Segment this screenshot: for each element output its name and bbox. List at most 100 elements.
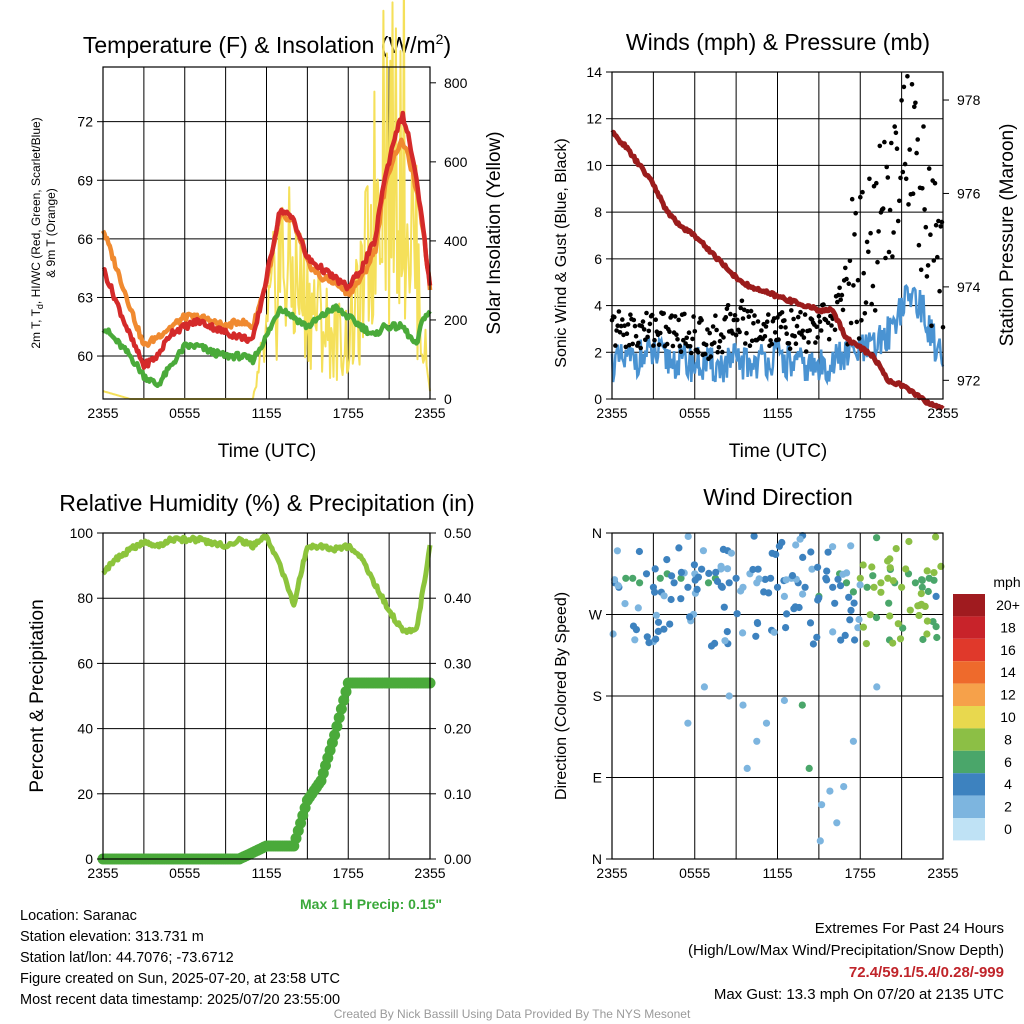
temp-ytick-label: 60 (77, 348, 93, 364)
direction-point (723, 565, 732, 573)
gust-point (664, 341, 670, 347)
gust-point (836, 292, 841, 298)
direction-point (873, 534, 881, 542)
direction-point (839, 570, 847, 578)
created-text: Figure created on Sun, 2025-07-20, at 23… (20, 971, 340, 987)
gust-point (678, 349, 684, 355)
temp-ytick-label: 69 (77, 172, 93, 188)
dir-xtick-label: 1155 (762, 865, 792, 881)
rh-series-precip (97, 677, 436, 865)
rh-xtick-label: 1755 (333, 865, 364, 881)
gust-point (938, 224, 943, 229)
gust-point (918, 267, 924, 273)
direction-point (905, 537, 913, 546)
direction-point (831, 599, 839, 607)
gust-point (784, 331, 789, 337)
direction-point (667, 595, 675, 604)
temp-ytick-label: 72 (77, 114, 93, 130)
wind-ytick-label: 8 (594, 204, 602, 220)
gust-point (639, 323, 645, 329)
gust-point (702, 351, 708, 357)
dir-ylabel: Direction (Colored By Speed) (553, 592, 570, 800)
direction-point (896, 635, 905, 643)
legend-label: 14 (1000, 664, 1016, 680)
gust-point (847, 258, 853, 264)
gust-point (776, 337, 781, 342)
gust-point (909, 82, 915, 87)
direction-point (632, 626, 641, 634)
direction-point (856, 574, 864, 582)
direction-point (849, 588, 858, 596)
gust-point (744, 330, 749, 336)
gust-point (764, 319, 770, 325)
gust-point (884, 164, 889, 170)
gust-point (730, 331, 735, 336)
direction-point (677, 574, 685, 582)
temp-xtick-label: 1755 (333, 405, 364, 421)
gust-point (863, 300, 869, 305)
direction-point (833, 819, 841, 827)
gust-point (630, 341, 635, 347)
direction-point (677, 595, 685, 603)
gust-point (779, 310, 785, 315)
gust-point (835, 299, 840, 305)
direction-point (652, 611, 661, 619)
gust-point (618, 323, 624, 329)
direction-point (684, 532, 692, 541)
legend-label: 18 (1000, 619, 1016, 635)
direction-point (788, 572, 797, 580)
gust-point (661, 311, 666, 316)
dir-title: Wind Direction (703, 484, 853, 510)
direction-point (652, 635, 660, 643)
gust-point (895, 218, 901, 224)
gust-point (829, 323, 834, 328)
legend-label: 10 (1000, 709, 1016, 725)
gust-point (714, 327, 719, 333)
direction-point (775, 542, 784, 550)
direction-point (906, 606, 914, 614)
gust-point (755, 319, 761, 324)
gust-point (856, 336, 862, 341)
legend-swatch (953, 728, 985, 751)
direction-point (886, 564, 894, 572)
direction-point (699, 547, 708, 555)
gust-point (794, 323, 800, 329)
direction-point (923, 617, 932, 625)
gust-point (920, 186, 925, 191)
direction-point (712, 568, 720, 577)
temp-xtick-label: 0555 (169, 405, 200, 421)
legend-swatch (953, 773, 985, 796)
gust-point (677, 343, 683, 349)
direction-point (717, 565, 725, 573)
rh-y2tick-label: 0.50 (444, 525, 471, 541)
gust-point (691, 314, 696, 319)
gust-point (748, 308, 754, 314)
location-text: Location: Saranac (20, 908, 137, 924)
dir-ytick-label: S (593, 688, 602, 704)
direction-point (684, 719, 692, 727)
direction-point (693, 585, 701, 594)
gust-point (686, 330, 692, 336)
gust-point (717, 338, 723, 344)
direction-point (725, 579, 733, 587)
station-info: Location: Saranac Station elevation: 313… (20, 906, 340, 1011)
direction-point (739, 701, 747, 709)
direction-point (884, 574, 892, 582)
direction-point (677, 568, 686, 577)
gust-point (633, 333, 639, 339)
direction-point (629, 574, 637, 582)
precip-point (333, 712, 345, 724)
extremes-title: Extremes For Past 24 Hours (814, 920, 1004, 937)
direction-point (675, 544, 683, 552)
direction-point (829, 628, 837, 636)
gust-point (789, 308, 794, 313)
direction-point (750, 532, 758, 540)
direction-point (733, 610, 741, 618)
gust-point (859, 318, 864, 323)
direction-point (855, 615, 863, 624)
temp-y2tick-label: 0 (444, 391, 452, 407)
gust-point (852, 232, 857, 237)
gust-point (910, 191, 916, 196)
